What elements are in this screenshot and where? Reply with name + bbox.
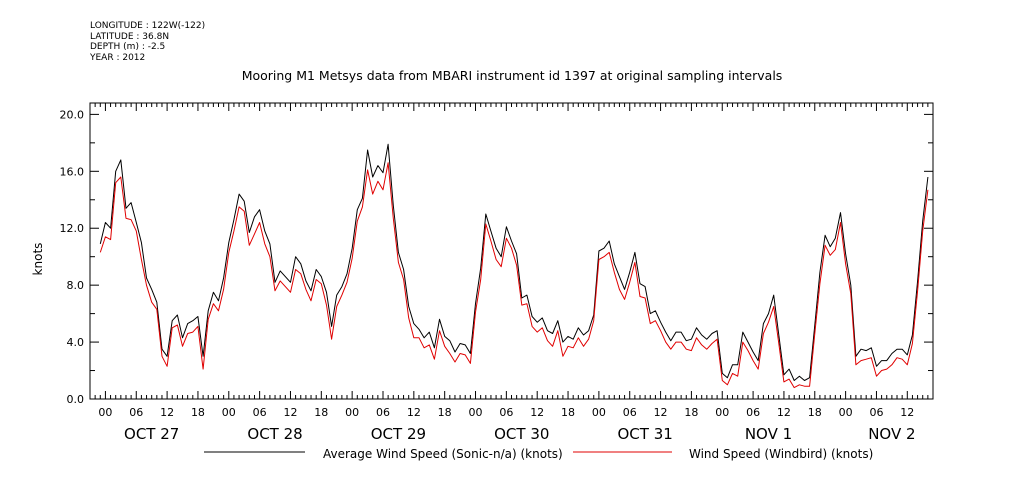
x-hour-label: 06 bbox=[499, 406, 513, 419]
x-hour-label: 18 bbox=[438, 406, 452, 419]
x-hour-label: 00 bbox=[715, 406, 729, 419]
x-day-label: NOV 1 bbox=[745, 425, 792, 443]
series-line-windbird-wind-speed bbox=[99, 162, 929, 389]
y-tick-label: 16.0 bbox=[60, 165, 85, 178]
y-tick-label: 0.0 bbox=[67, 393, 85, 406]
y-tick-label: 8.0 bbox=[67, 279, 85, 292]
x-day-label: OCT 31 bbox=[617, 425, 672, 443]
metadata-block: LONGITUDE : 122W(-122) LATITUDE : 36.8N … bbox=[90, 21, 205, 63]
x-hour-label: 12 bbox=[283, 406, 297, 419]
x-hour-label: 00 bbox=[469, 406, 483, 419]
x-hour-label: 18 bbox=[191, 406, 205, 419]
x-day-label: NOV 2 bbox=[868, 425, 915, 443]
x-hour-label: 12 bbox=[407, 406, 421, 419]
x-hour-label: 12 bbox=[900, 406, 914, 419]
y-tick-label: 20.0 bbox=[60, 108, 85, 121]
x-hour-label: 00 bbox=[592, 406, 606, 419]
x-day-label: OCT 27 bbox=[124, 425, 179, 443]
x-hour-label: 12 bbox=[160, 406, 174, 419]
y-axis-label: knots bbox=[31, 243, 45, 276]
x-hour-label: 18 bbox=[684, 406, 698, 419]
legend-label-windbird-wind-speed: Wind Speed (Windbird) (knots) bbox=[689, 447, 873, 461]
year-label: YEAR : 2012 bbox=[90, 52, 146, 63]
legend-label-average-wind-speed: Average Wind Speed (Sonic-n/a) (knots) bbox=[323, 447, 563, 461]
x-hour-label: 06 bbox=[253, 406, 267, 419]
x-hour-label: 06 bbox=[623, 406, 637, 419]
y-tick-label: 12.0 bbox=[60, 222, 85, 235]
x-hour-label: 18 bbox=[561, 406, 575, 419]
x-hour-label: 12 bbox=[777, 406, 791, 419]
series-line-average-wind-speed bbox=[99, 143, 929, 381]
x-day-label: OCT 30 bbox=[494, 425, 549, 443]
x-hour-label: 06 bbox=[129, 406, 143, 419]
x-hour-label: 12 bbox=[654, 406, 668, 419]
x-hour-label: 00 bbox=[839, 406, 853, 419]
latitude-label: LATITUDE : 36.8N bbox=[90, 31, 170, 42]
x-hour-label: 18 bbox=[314, 406, 328, 419]
x-hour-label: 06 bbox=[869, 406, 883, 419]
chart-title: Mooring M1 Metsys data from MBARI instru… bbox=[242, 68, 783, 83]
y-tick-label: 4.0 bbox=[67, 336, 85, 349]
longitude-label: LONGITUDE : 122W(-122) bbox=[90, 21, 206, 31]
x-hour-label: 00 bbox=[345, 406, 359, 419]
x-day-label: OCT 29 bbox=[371, 425, 426, 443]
x-day-label: OCT 28 bbox=[247, 425, 302, 443]
x-hour-label: 00 bbox=[222, 406, 236, 419]
x-hour-label: 12 bbox=[530, 406, 544, 419]
depth-label: DEPTH (m) : -2.5 bbox=[90, 42, 166, 52]
x-hour-label: 18 bbox=[808, 406, 822, 419]
x-hour-label: 00 bbox=[98, 406, 112, 419]
plot-frame bbox=[89, 102, 934, 400]
x-hour-label: 06 bbox=[746, 406, 760, 419]
x-hour-label: 06 bbox=[376, 406, 390, 419]
